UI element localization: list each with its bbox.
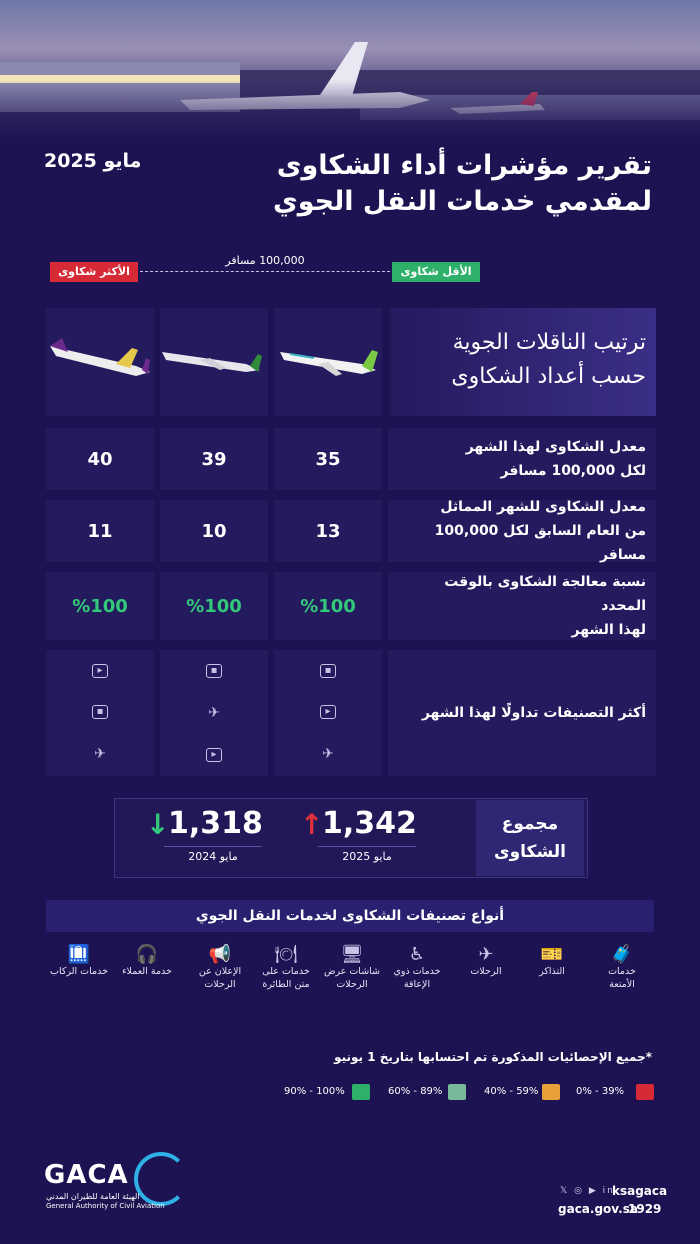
- gaca-logo-sub-en: General Authority of Civil Aviation: [46, 1202, 165, 1210]
- top-cat-saudia: ▪ ✈ ▸: [160, 650, 268, 776]
- ticket-icon: 🎫: [540, 944, 564, 965]
- top-categories-label: أكثر التصنيفات تداولًا لهذا الشهر: [388, 650, 656, 776]
- ranking-heading: ترتيب الناقلات الجوية حسب أعداد الشكاوى: [390, 308, 656, 416]
- last-year-rate-flynas: 13: [274, 500, 382, 562]
- phone-number: 1929: [628, 1202, 662, 1216]
- ticket-icon: ▸: [206, 748, 222, 763]
- plane-icon: ✈: [208, 704, 220, 721]
- report-date: مايو 2025: [44, 150, 142, 172]
- megaphone-icon: 📢: [208, 944, 232, 965]
- total-previous-divider: [164, 846, 262, 847]
- on-time-label-line1: نسبة معالجة الشكاوى بالوقت المحدد: [444, 574, 646, 614]
- report-title-line2: لمقدمي خدمات النقل الجوي: [272, 186, 652, 217]
- plane-icon: ✈: [322, 746, 334, 763]
- social-handle[interactable]: ksagaca: [612, 1184, 668, 1198]
- ticket-icon: ▸: [320, 704, 336, 719]
- accessibility-icon: ♿: [408, 944, 426, 965]
- scale-per-label: 100,000 مسافر: [225, 254, 305, 267]
- legend-label-0: 0% - 39%: [576, 1086, 625, 1097]
- category-accessibility: ♿ خدمات ذوي الإعاقة: [386, 944, 448, 991]
- gaca-logo-icon: [134, 1152, 188, 1206]
- totals-heading-line2: الشكاوى: [494, 842, 566, 862]
- category-customer-service: 🎧 خدمة العملاء: [114, 944, 180, 978]
- monthly-rate-label-line1: معدل الشكاوى لهذا الشهر: [465, 439, 646, 455]
- on-time-saudia: %100: [160, 572, 268, 640]
- last-year-rate-flyadeal: 11: [46, 500, 154, 562]
- total-previous-period: مايو 2024: [188, 850, 238, 863]
- top-cat-flyadeal: ▸ ▪ ✈: [46, 650, 154, 776]
- totals-heading: مجموع الشكاوى: [476, 800, 584, 876]
- airline-card-saudia: [160, 308, 268, 416]
- category-passenger-services: 🛄 خدمات الركاب: [46, 944, 112, 978]
- category-luggage: 🧳 خدمات الأمتعة: [598, 944, 646, 991]
- last-year-rate-saudia: 10: [160, 500, 268, 562]
- airline-card-flynas: [274, 308, 382, 416]
- legend-swatch-0: [636, 1084, 654, 1100]
- luggage-icon: ▪: [320, 663, 336, 678]
- legend-swatch-1: [542, 1084, 560, 1100]
- customer-service-icon: 🎧: [135, 944, 159, 965]
- on-time-label-line2: لهذا الشهر: [571, 622, 646, 638]
- monthly-rate-flynas: 35: [274, 428, 382, 490]
- total-current-divider: [318, 846, 416, 847]
- total-current-value: 1,342: [322, 806, 417, 841]
- legend-label-3: 90% - 100%: [284, 1086, 345, 1097]
- legend-label-1: 40% - 59%: [484, 1086, 539, 1097]
- category-onboard: 🍽 خدمات على متن الطائرة: [254, 944, 318, 991]
- monthly-rate-label-line2: لكل 100,000 مسافر: [500, 463, 646, 479]
- most-complaints-tag: الأكثر شكاوى: [50, 262, 138, 282]
- category-announcements: 📢 الإعلان عن الرحلات: [188, 944, 252, 991]
- plane-icon: ✈: [478, 944, 494, 965]
- arrow-down-icon: ↓: [146, 808, 170, 841]
- on-time-flyadeal: %100: [46, 572, 154, 640]
- on-time-label: نسبة معالجة الشكاوى بالوقت المحدد لهذا ا…: [388, 572, 656, 640]
- monthly-rate-label: معدل الشكاوى لهذا الشهر لكل 100,000 مساف…: [388, 428, 656, 490]
- scale-line: [140, 271, 390, 272]
- last-year-rate-label: معدل الشكاوى للشهر المماثل من العام السا…: [388, 499, 656, 563]
- category-flights: ✈ الرحلات: [462, 944, 510, 978]
- gaca-logo-text: GACA: [44, 1160, 129, 1190]
- airline-card-flyadeal: [46, 308, 154, 416]
- legend-swatch-2: [448, 1084, 466, 1100]
- total-previous-value: 1,318: [168, 806, 263, 841]
- report-title-line1: تقرير مؤشرات أداء الشكاوى: [276, 150, 652, 181]
- top-categories-label-text: أكثر التصنيفات تداولًا لهذا الشهر: [421, 705, 646, 721]
- plane-icon: ✈: [94, 746, 106, 763]
- least-complaints-tag: الأقل شكاوى: [392, 262, 480, 282]
- last-year-rate-label-line1: معدل الشكاوى للشهر المماثل: [440, 499, 646, 515]
- luggage-icon: 🧳: [610, 944, 634, 965]
- category-tickets: 🎫 التذاكر: [528, 944, 576, 978]
- totals-heading-line1: مجموع: [501, 814, 559, 834]
- gaca-logo-sub-ar: الهيئة العامة للطيران المدني: [46, 1192, 140, 1201]
- luggage-icon: ▪: [92, 704, 108, 719]
- top-cat-flynas: ▪ ▸ ✈: [274, 650, 382, 776]
- categories-heading: أنواع تصنيفات الشكاوى لخدمات النقل الجوي: [46, 900, 654, 932]
- legend-swatch-3: [352, 1084, 370, 1100]
- monthly-rate-flyadeal: 40: [46, 428, 154, 490]
- monthly-rate-saudia: 39: [160, 428, 268, 490]
- total-current-period: مايو 2025: [342, 850, 392, 863]
- luggage-icon: ▪: [206, 663, 222, 678]
- statistics-note: *جميع الإحصائيات المذكورة تم احتسابها بت…: [334, 1050, 652, 1064]
- on-time-flynas: %100: [274, 572, 382, 640]
- ranking-heading-line1: ترتيب الناقلات الجوية: [452, 330, 646, 355]
- arrow-up-icon: ↑: [300, 808, 324, 841]
- social-icons[interactable]: 𝕏 ◎ ▶ in: [560, 1186, 615, 1196]
- ranking-heading-line2: حسب أعداد الشكاوى: [451, 364, 646, 389]
- website-link[interactable]: gaca.gov.sa: [558, 1202, 638, 1216]
- last-year-rate-label-line2: من العام السابق لكل 100,000 مسافر: [434, 523, 646, 563]
- passenger-services-icon: 🛄: [67, 944, 91, 965]
- onboard-service-icon: 🍽: [274, 944, 298, 965]
- ticket-icon: ▸: [92, 663, 108, 678]
- hero-airport-photo: [0, 0, 700, 140]
- screen-icon: 🖥: [340, 944, 364, 965]
- category-screens: 🖥 شاشات عرض الرحلات: [318, 944, 386, 991]
- legend-label-2: 60% - 89%: [388, 1086, 443, 1097]
